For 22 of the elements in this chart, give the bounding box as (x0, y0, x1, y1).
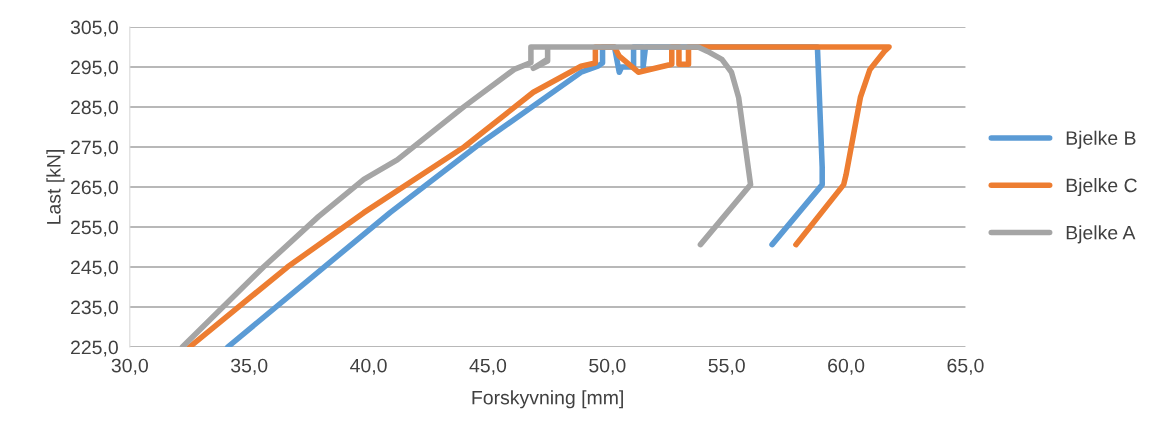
x-tick-label: 40,0 (350, 358, 387, 375)
legend-label: Bjelke C (1066, 177, 1137, 197)
x-tick-label: 30,0 (111, 358, 148, 375)
x-tick-label: 50,0 (589, 358, 626, 375)
x-tick-label: 35,0 (231, 358, 268, 375)
x-axis-title: Forskyvning [mm] (472, 390, 623, 409)
y-tick-label: 225,0 (71, 340, 118, 357)
legend-label: Bjelke B (1066, 130, 1136, 149)
y-tick-label: 245,0 (71, 260, 118, 277)
x-tick-label: 60,0 (828, 358, 865, 375)
y-tick-label: 305,0 (70, 20, 118, 37)
y-tick-label: 295,0 (71, 60, 118, 77)
y-tick-label: 285,0 (71, 100, 118, 117)
x-tick-label: 45,0 (469, 358, 507, 375)
x-tick-label: 65,0 (947, 358, 984, 375)
x-tick-label: 55,0 (708, 358, 745, 375)
y-tick-label: 265,0 (71, 180, 118, 197)
y-tick-label: 275,0 (71, 140, 118, 157)
y-tick-label: 235,0 (71, 300, 118, 317)
legend-label: Bjelke A (1066, 225, 1136, 244)
y-axis-title: Last [kN] (46, 150, 65, 224)
y-tick-label: 255,0 (71, 220, 118, 237)
